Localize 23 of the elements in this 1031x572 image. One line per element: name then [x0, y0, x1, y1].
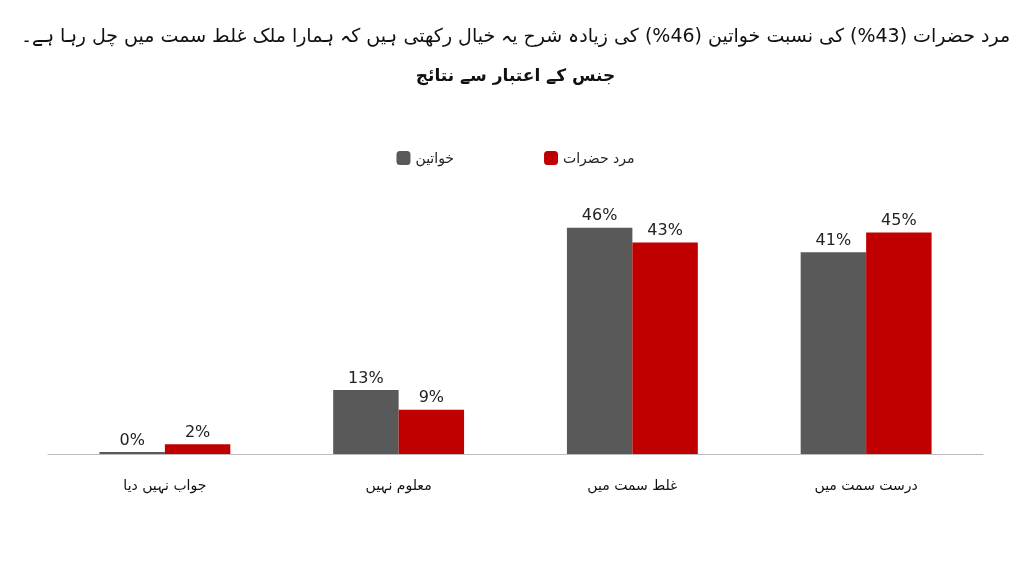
data-label: 2% — [184, 421, 211, 441]
bar — [333, 390, 399, 454]
legend-label: مرد حضرات — [563, 150, 635, 167]
data-label: 0% — [119, 429, 145, 449]
data-label: 45% — [881, 210, 917, 230]
data-label: 43% — [647, 219, 683, 239]
chart-subtitle: جنس کے اعتبار سے نتائج — [415, 64, 616, 86]
x-tick-label: معلوم نہیں — [365, 477, 432, 494]
x-tick-label: غلط سمت میں — [587, 477, 678, 494]
bar — [398, 409, 465, 454]
bar — [164, 444, 231, 454]
x-tick-label: درست سمت میں — [814, 477, 918, 494]
bar — [566, 227, 633, 454]
bar — [866, 232, 932, 454]
bar — [632, 242, 698, 454]
data-label: 9% — [418, 387, 445, 407]
data-label: 41% — [815, 229, 852, 249]
data-label: 13% — [348, 367, 384, 387]
chart-title: مرد حضرات (43%) کی نسبت خواتین (46%) کی زیادہ شرح یہ خیال رکھتی ہیں کہ ہمارا ملک غلط سمت میں چل رہا ہے۔ — [20, 23, 1011, 47]
bar — [800, 252, 867, 454]
x-tick-label: جواب نہیں دیا — [123, 477, 207, 494]
data-label: 46% — [581, 205, 618, 225]
legend-label: خواتین — [415, 150, 455, 167]
